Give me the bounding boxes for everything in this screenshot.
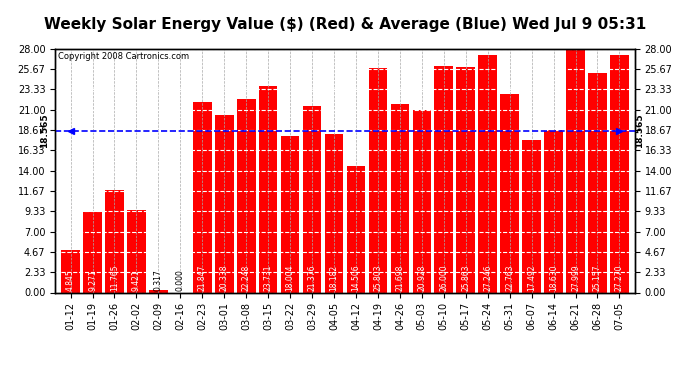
Text: 22.248: 22.248 <box>241 265 250 291</box>
Text: 18.182: 18.182 <box>330 265 339 291</box>
Bar <box>413 110 431 292</box>
Text: 20.928: 20.928 <box>417 265 426 291</box>
Text: 25.803: 25.803 <box>373 265 382 291</box>
Bar <box>368 68 387 292</box>
Text: 9.271: 9.271 <box>88 270 97 291</box>
Text: Copyright 2008 Cartronics.com: Copyright 2008 Cartronics.com <box>58 53 189 62</box>
Text: 18.565: 18.565 <box>635 114 644 148</box>
Bar <box>83 212 102 292</box>
Bar <box>259 86 277 292</box>
Bar <box>127 210 146 292</box>
Bar <box>391 104 409 292</box>
Text: 22.763: 22.763 <box>505 265 514 291</box>
Bar <box>588 74 607 292</box>
Text: 20.338: 20.338 <box>219 265 229 291</box>
Text: 21.847: 21.847 <box>198 265 207 291</box>
Text: 14.506: 14.506 <box>351 265 360 291</box>
Text: 25.863: 25.863 <box>461 265 471 291</box>
Text: 18.565: 18.565 <box>40 114 49 148</box>
Bar <box>544 130 563 292</box>
Text: 9.421: 9.421 <box>132 270 141 291</box>
Bar <box>237 99 255 292</box>
Text: 0.317: 0.317 <box>154 270 163 291</box>
Text: 26.000: 26.000 <box>440 265 449 291</box>
Text: 17.492: 17.492 <box>527 265 536 291</box>
Text: 18.004: 18.004 <box>286 265 295 291</box>
Bar <box>566 49 585 292</box>
Text: 4.845: 4.845 <box>66 270 75 291</box>
Bar <box>500 94 519 292</box>
Text: 21.376: 21.376 <box>308 265 317 291</box>
Bar <box>61 251 80 292</box>
Bar <box>215 116 234 292</box>
Text: 27.246: 27.246 <box>483 265 492 291</box>
Text: 27.999: 27.999 <box>571 265 580 291</box>
Text: 11.765: 11.765 <box>110 265 119 291</box>
Bar <box>522 140 541 292</box>
Text: 21.698: 21.698 <box>395 265 404 291</box>
Bar <box>303 106 322 292</box>
Text: 23.731: 23.731 <box>264 265 273 291</box>
Text: 18.630: 18.630 <box>549 265 558 291</box>
Bar <box>610 55 629 292</box>
Bar <box>478 56 497 292</box>
Bar <box>193 102 212 292</box>
Bar <box>456 68 475 292</box>
Bar <box>435 66 453 292</box>
Bar <box>346 166 365 292</box>
Bar <box>149 290 168 292</box>
Text: 0.000: 0.000 <box>176 269 185 291</box>
Text: 25.157: 25.157 <box>593 265 602 291</box>
Bar <box>325 134 344 292</box>
Bar <box>281 136 299 292</box>
Text: Weekly Solar Energy Value ($) (Red) & Average (Blue) Wed Jul 9 05:31: Weekly Solar Energy Value ($) (Red) & Av… <box>44 17 646 32</box>
Text: 27.270: 27.270 <box>615 265 624 291</box>
Bar <box>105 190 124 292</box>
